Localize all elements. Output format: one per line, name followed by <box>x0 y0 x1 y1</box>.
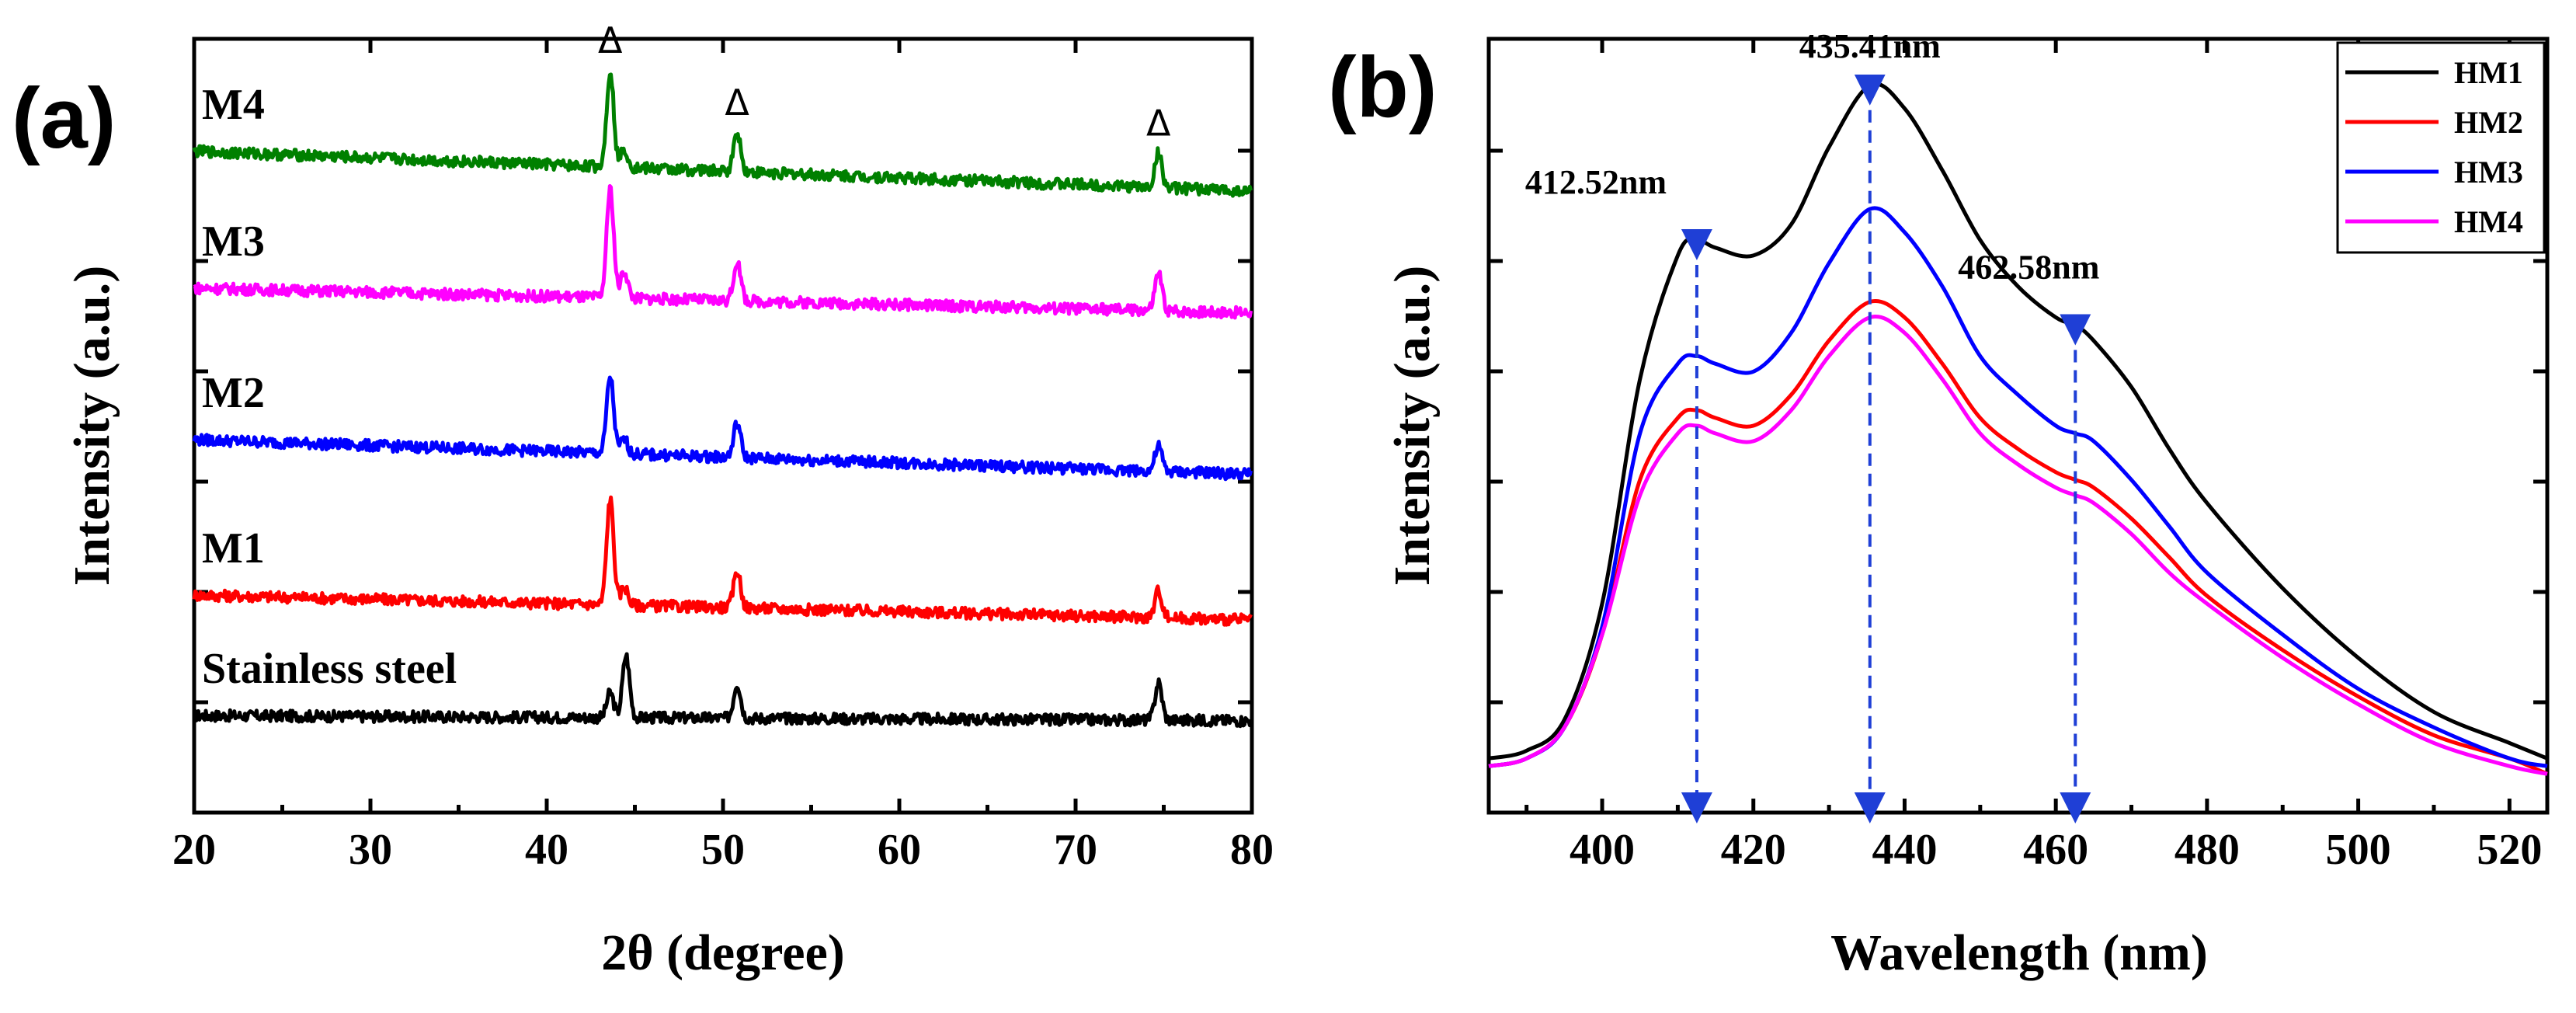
series-label: M2 <box>202 369 265 417</box>
annotation-label: 462.58nm <box>1958 249 2099 287</box>
annotation-label: 412.52nm <box>1525 163 1667 201</box>
peak-marker: Δ <box>598 19 623 61</box>
trace-m1 <box>192 495 1253 627</box>
peak-marker: Δ <box>1146 103 1171 144</box>
legend-entry: HM1 <box>2454 55 2523 90</box>
panel-a-x-axis-title: 2θ (degree) <box>601 924 845 981</box>
series-label: M3 <box>202 218 265 266</box>
x-tick-label: 480 <box>2174 826 2240 874</box>
legend-entry: HM3 <box>2454 155 2523 190</box>
panel-b-y-axis-title: Intensity (a.u.) <box>1384 266 1441 587</box>
panel-b-annotations: 412.52nm 435.41nm 462.58nm <box>1525 27 2099 823</box>
trace-stainless-steel <box>193 652 1252 729</box>
panel-a-label: (a) <box>12 71 116 166</box>
panel-b: (b) 400 420 440 460 480 500 520 412.52nm 435.41… <box>1328 27 2550 981</box>
trace-m4 <box>192 72 1253 198</box>
series-label: Stainless steel <box>202 645 457 693</box>
x-tick-label: 70 <box>1054 826 1097 874</box>
panel-b-legend: HM1 HM2 HM3 HM4 <box>2336 41 2546 254</box>
x-tick-label: 420 <box>1721 826 1786 874</box>
x-tick-label: 20 <box>172 826 216 874</box>
legend-entry: HM4 <box>2454 204 2523 239</box>
panel-b-x-ticks: 400 420 440 460 480 500 520 <box>1524 39 2542 874</box>
x-tick-label: 80 <box>1230 826 1274 874</box>
panel-b-x-axis-title: Wavelength (nm) <box>1830 924 2208 981</box>
x-tick-label: 60 <box>878 826 921 874</box>
x-tick-label: 520 <box>2477 826 2542 874</box>
trace-hm2 <box>1488 299 2548 776</box>
panel-b-traces <box>1488 82 2548 776</box>
x-tick-label: 30 <box>349 826 392 874</box>
panel-a-x-ticks: 20 30 40 50 60 70 80 <box>172 39 1274 874</box>
x-tick-label: 460 <box>2023 826 2088 874</box>
x-tick-label: 400 <box>1570 826 1635 874</box>
series-label: M4 <box>202 81 265 129</box>
series-label: M1 <box>202 524 265 573</box>
panel-a-peak-markers: Δ Δ Δ <box>598 19 1171 144</box>
panel-a: (a) 20 30 40 50 60 70 80 Stainless steel M1 M2 M3… <box>12 19 1274 981</box>
panel-b-frame <box>1486 37 2550 815</box>
trace-m3 <box>193 184 1253 320</box>
x-tick-label: 440 <box>1872 826 1937 874</box>
annotation-label: 435.41nm <box>1799 27 1941 65</box>
x-tick-label: 500 <box>2326 826 2391 874</box>
panel-a-y-axis-title: Intensity (a.u.) <box>64 266 120 587</box>
trace-hm3 <box>1488 206 2548 768</box>
legend-entry: HM2 <box>2454 105 2523 140</box>
trace-hm4 <box>1488 314 2548 776</box>
x-tick-label: 40 <box>525 826 568 874</box>
trace-m2 <box>192 375 1253 482</box>
legend-box <box>2336 41 2546 254</box>
panel-b-label: (b) <box>1328 40 1437 135</box>
trace-hm1 <box>1488 82 2548 761</box>
x-tick-label: 50 <box>701 826 745 874</box>
panel-a-traces <box>192 72 1253 729</box>
peak-marker: Δ <box>725 82 749 124</box>
panel-a-series-labels: Stainless steel M1 M2 M3 M4 <box>202 81 457 693</box>
